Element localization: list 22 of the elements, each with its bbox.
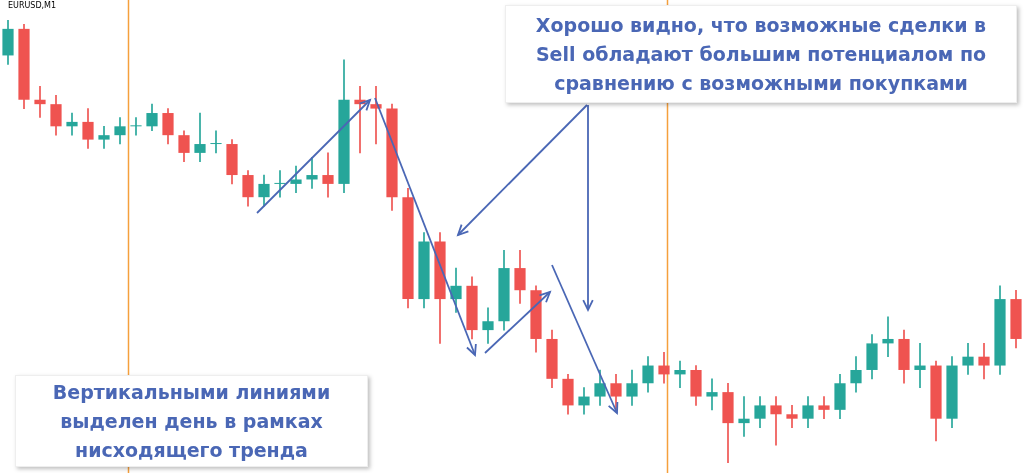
candlestick	[34, 86, 46, 118]
text: EURUSD,M1	[8, 1, 57, 10]
candlestick	[322, 152, 334, 198]
candlestick	[706, 378, 718, 411]
candlestick	[130, 117, 142, 136]
candlestick	[306, 157, 318, 189]
candlestick	[482, 307, 494, 344]
candlestick	[194, 112, 206, 163]
candlestick	[210, 130, 222, 154]
callout-box: Хорошо видно, что возможные сделки в Sell обладают большим потенциалом по сравнению с возможными покупками	[505, 5, 1017, 103]
candlestick	[770, 396, 782, 446]
candlestick	[738, 396, 750, 437]
candlestick	[818, 396, 830, 420]
candlestick	[66, 112, 78, 136]
candlestick	[978, 343, 990, 380]
candlestick	[674, 360, 686, 389]
callout-box: Вертикальными линиями выделен день в рамках нисходящего тренда	[15, 375, 368, 467]
candlestick	[786, 405, 798, 428]
candlestick	[658, 351, 670, 384]
candlestick	[882, 316, 894, 358]
candlestick	[98, 125, 110, 149]
candlestick	[914, 343, 926, 389]
